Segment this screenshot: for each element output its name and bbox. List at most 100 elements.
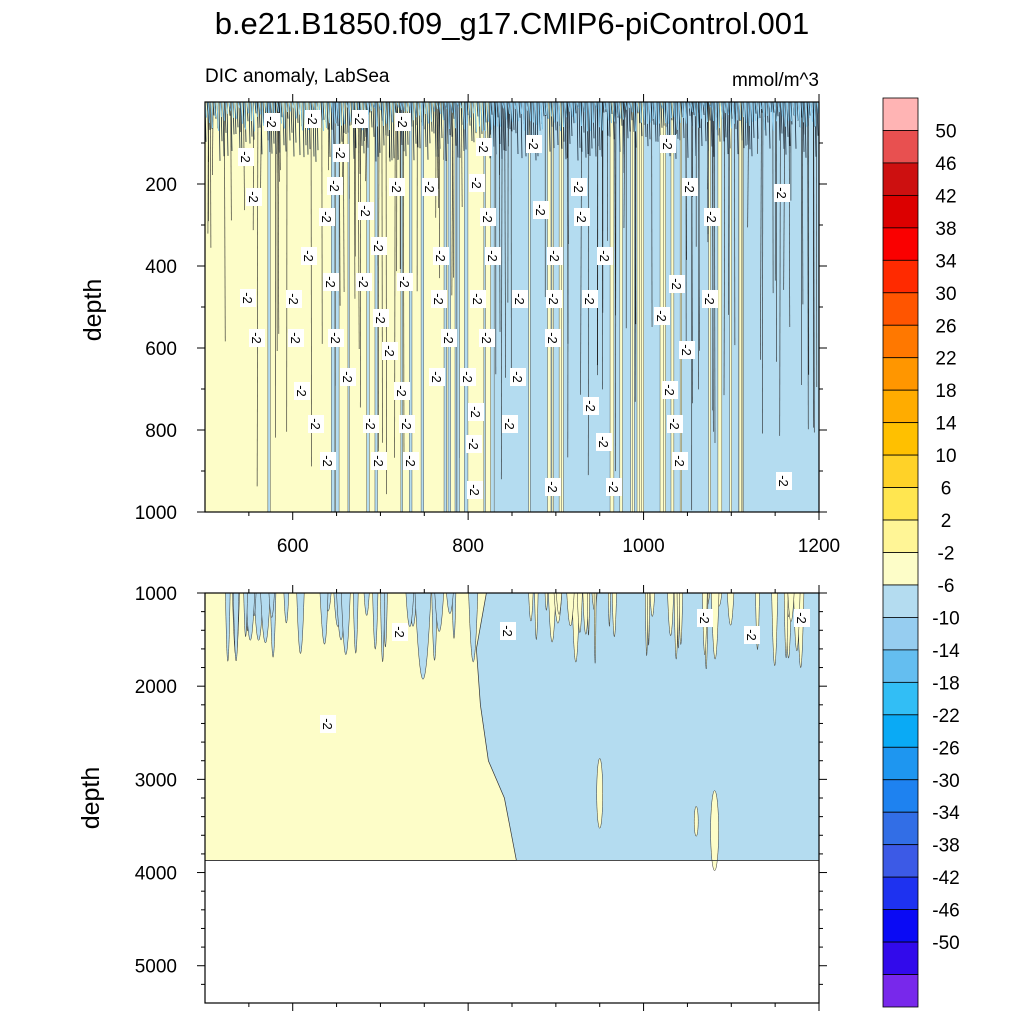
contour-label-box	[403, 452, 419, 470]
contour-label-box	[679, 341, 695, 359]
lower-blue-finger	[225, 593, 231, 662]
contour-label-text: -2	[679, 344, 694, 356]
contour-label-box	[399, 415, 415, 433]
contour-label: -2	[305, 110, 321, 128]
contour-label-text: -2	[583, 400, 598, 412]
colorbar-box	[882, 779, 919, 813]
colorbar-box	[882, 974, 919, 1008]
contour-sliver	[717, 102, 723, 512]
colorbar-label: 10	[935, 446, 956, 467]
lower-blue-finger	[341, 593, 351, 655]
upper-ytick-label: 200	[145, 175, 177, 196]
lower-contour-labels: -2 -2 -2 -2 -2 -2	[320, 609, 810, 733]
contour-label-text: -2	[371, 455, 386, 467]
contour-label: -2	[672, 452, 688, 470]
contour-sliver	[456, 102, 460, 512]
contour-label: -2	[466, 435, 482, 453]
contour-label-text: -2	[327, 180, 342, 192]
contour-label-box	[431, 290, 447, 308]
contour-label: -2	[371, 452, 387, 470]
contour-label-box	[371, 452, 387, 470]
contour-label-box	[654, 307, 670, 325]
contour-label-box	[672, 452, 688, 470]
contour-label-box	[467, 481, 483, 499]
contour-label-box	[422, 178, 438, 196]
contour-label-text: -2	[319, 211, 334, 223]
contour-label-text: -2	[794, 612, 809, 624]
contour-label-text: -2	[394, 385, 409, 397]
contour-label: -2	[533, 201, 549, 219]
contour-label: -2	[363, 415, 379, 433]
contour-label: -2	[288, 329, 304, 347]
contour-label-text: -2	[571, 181, 586, 193]
contour-label: -2	[294, 382, 310, 400]
contour-label-box	[744, 626, 760, 644]
colorbar-label: -42	[932, 868, 959, 889]
contour-sliver	[366, 102, 370, 512]
lower-ytick-label: 1000	[135, 584, 177, 605]
contour-label: -2	[500, 622, 516, 640]
contour-sliver	[347, 102, 350, 512]
contour-label-text: -2	[399, 418, 414, 430]
contour-label-box	[441, 329, 457, 347]
colorbar-label: -26	[932, 738, 959, 759]
contour-label-box	[697, 609, 713, 627]
contour-label-text: -2	[288, 332, 303, 344]
contour-label-box	[469, 174, 485, 192]
colorbar-label: 18	[935, 381, 956, 402]
contour-label-box	[574, 208, 590, 226]
contour-label-box	[328, 329, 344, 347]
contour-line	[813, 102, 815, 433]
upper-xtick-label: 1000	[622, 536, 664, 557]
contour-label: -2	[545, 478, 561, 496]
lower-yellow-finger	[611, 593, 617, 637]
contour-label-box	[533, 201, 549, 219]
contour-label-box	[397, 273, 413, 291]
contour-sliver	[464, 102, 469, 512]
contour-label-text: -2	[320, 718, 335, 730]
contour-label-box	[286, 290, 302, 308]
contour-label-box	[776, 472, 792, 490]
contour-label: -2	[371, 237, 387, 255]
contour-label-text: -2	[776, 475, 791, 487]
contour-label-text: -2	[467, 484, 482, 496]
contour-label-text: -2	[597, 250, 612, 262]
contour-label-text: -2	[305, 113, 320, 125]
contour-label-box	[583, 397, 599, 415]
contour-label-box	[512, 290, 528, 308]
contour-label-text: -2	[373, 312, 388, 324]
contour-label-box	[323, 273, 339, 291]
contour-label: -2	[395, 113, 411, 131]
contour-label-text: -2	[667, 418, 682, 430]
contour-label-box	[246, 188, 262, 206]
upper-xtick-label: 800	[452, 536, 484, 557]
lower-yellow-finger	[667, 593, 674, 636]
contour-label-box	[305, 110, 321, 128]
contour-label-box	[485, 247, 501, 265]
contour-label-text: -2	[545, 481, 560, 493]
contour-label: -2	[660, 135, 676, 153]
contour-line	[747, 102, 749, 228]
contour-line	[723, 102, 726, 396]
contour-label-box	[363, 415, 379, 433]
contour-label-text: -2	[470, 293, 485, 305]
contour-label-text: -2	[533, 204, 548, 216]
contour-label-text: -2	[510, 371, 525, 383]
lower-blue-finger	[319, 593, 329, 645]
contour-label-box	[582, 290, 598, 308]
contour-label-text: -2	[433, 250, 448, 262]
upper-plot-frame	[204, 101, 820, 513]
contour-label: -2	[358, 202, 374, 220]
contour-label-box	[606, 478, 622, 496]
contour-label-text: -2	[382, 345, 397, 357]
lower-yellow-finger	[577, 593, 583, 633]
contour-line	[504, 102, 506, 378]
contour-label-text: -2	[238, 151, 253, 163]
contour-label-box	[596, 433, 612, 451]
contour-label: -2	[744, 626, 760, 644]
contour-line	[451, 102, 454, 296]
upper-ytick-label: 400	[145, 257, 177, 278]
contour-label-text: -2	[301, 250, 316, 262]
contour-label: -2	[596, 433, 612, 451]
contour-label-box	[288, 329, 304, 347]
